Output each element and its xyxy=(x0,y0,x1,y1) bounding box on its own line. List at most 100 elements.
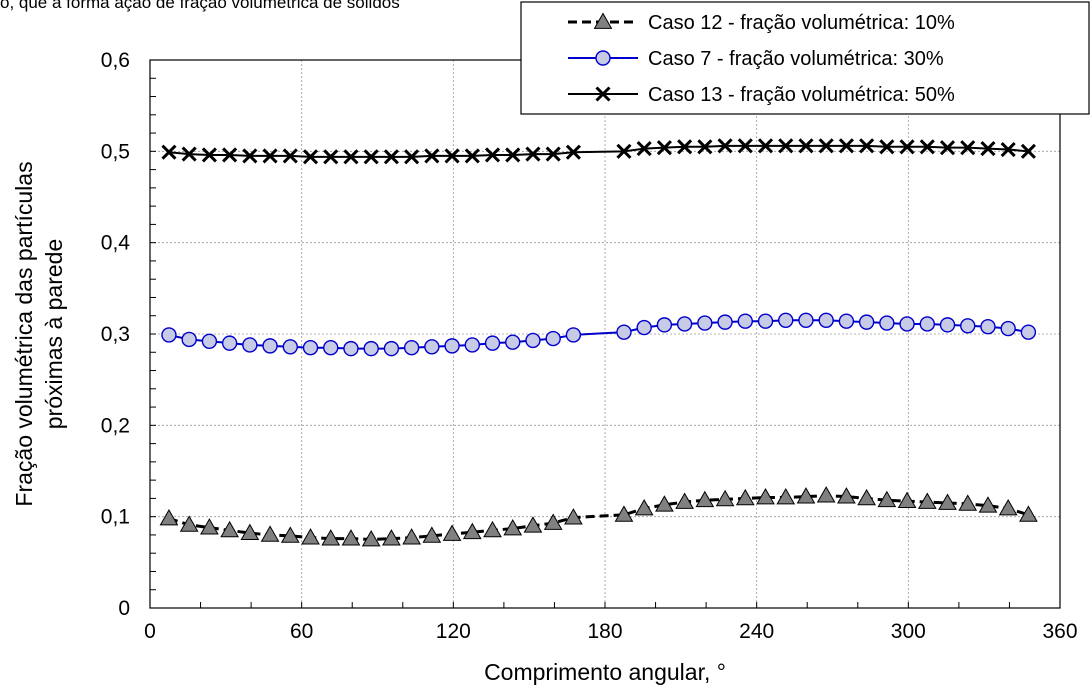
series-3-point xyxy=(242,148,258,164)
series-2-point xyxy=(262,338,278,354)
series-2-point xyxy=(656,317,673,333)
series-1-point xyxy=(938,493,957,510)
series-3-point xyxy=(464,148,480,164)
series-3-point xyxy=(1020,143,1036,159)
series-3-point xyxy=(636,141,652,157)
series-3 xyxy=(161,138,1036,165)
series-2 xyxy=(161,312,1037,357)
x-tick-label: 240 xyxy=(739,620,774,643)
series-3-point xyxy=(282,148,298,164)
series-layer xyxy=(159,138,1038,547)
y-tick-label: 0,3 xyxy=(101,323,130,346)
series-2-point xyxy=(484,335,501,351)
series-2-point xyxy=(242,337,258,353)
series-1-point xyxy=(695,490,715,508)
series-1-point xyxy=(462,522,482,540)
series-1-point xyxy=(503,519,523,536)
series-2-point xyxy=(757,313,774,329)
series-1 xyxy=(159,486,1038,547)
series-2-point xyxy=(919,316,935,332)
series-3-point xyxy=(879,139,895,155)
y-tick-label: 0,1 xyxy=(101,506,130,529)
series-3-point xyxy=(302,149,319,165)
series-3-point xyxy=(838,138,854,154)
series-3-point xyxy=(383,149,399,165)
x-axis-label: Comprimento angular, ° xyxy=(484,659,726,685)
series-2-point xyxy=(980,318,996,335)
series-3-line xyxy=(168,144,1029,158)
series-3-point xyxy=(818,138,834,154)
series-3-point xyxy=(484,147,501,163)
series-2-point xyxy=(343,340,359,357)
series-3-point xyxy=(859,138,875,154)
series-1-point xyxy=(998,498,1018,516)
series-2-point xyxy=(403,340,420,356)
series-3-point xyxy=(656,140,672,156)
series-3-point xyxy=(545,146,561,162)
series-3-point xyxy=(201,147,217,163)
series-3-point xyxy=(899,139,915,155)
series-1-point xyxy=(382,529,401,546)
series-1-point xyxy=(958,494,978,511)
series-2-point xyxy=(798,312,814,328)
series-2-point xyxy=(545,330,561,347)
series-2-point xyxy=(1000,320,1016,337)
series-1-point xyxy=(200,518,219,535)
series-1-point xyxy=(220,520,239,538)
legend-swatch-marker xyxy=(595,50,611,66)
series-1-point xyxy=(159,508,179,526)
y-tick-label: 0,4 xyxy=(101,232,131,255)
series-2-point xyxy=(879,315,895,331)
series-2-point xyxy=(525,332,541,349)
legend-swatch-marker xyxy=(593,12,613,29)
series-2-point xyxy=(201,333,218,350)
series-2-point xyxy=(323,340,339,356)
legend-item-2: Caso 7 - fração volumétrica: 30% xyxy=(568,48,944,70)
series-1-point xyxy=(260,525,280,542)
series-3-point xyxy=(444,148,460,164)
series-1-point xyxy=(614,505,634,522)
series-1-point xyxy=(179,515,199,532)
series-1-point xyxy=(756,487,775,505)
series-2-point xyxy=(838,313,855,329)
y-tick-label: 0,5 xyxy=(101,140,130,163)
x-tick-label: 300 xyxy=(891,620,926,643)
series-3-point xyxy=(980,141,996,157)
series-1-point xyxy=(917,492,937,509)
y-axis-label-line-1: Fração volumétrica das partículas xyxy=(11,161,37,506)
series-2-point xyxy=(1020,324,1037,340)
series-2-point xyxy=(161,327,177,343)
series-3-point xyxy=(757,138,774,154)
y-tick-label: 0,6 xyxy=(101,49,130,72)
x-tick-label: 60 xyxy=(290,620,313,643)
series-1-point xyxy=(564,508,583,525)
series-1-point xyxy=(321,529,341,546)
series-1-point xyxy=(361,529,381,547)
series-1-point xyxy=(543,513,563,530)
series-2-point xyxy=(181,331,197,348)
series-3-point xyxy=(181,146,197,162)
series-2-point xyxy=(616,324,632,340)
series-3-point xyxy=(565,144,581,160)
legend-label: Caso 12 - fração volumétrica: 10% xyxy=(648,12,955,34)
legend-label: Caso 13 - fração volumétrica: 50% xyxy=(648,84,955,106)
series-1-point xyxy=(776,487,796,505)
series-1-point xyxy=(837,487,856,504)
legend: Caso 12 - fração volumétrica: 10% Caso 7 … xyxy=(520,1,1090,115)
series-2-point xyxy=(737,313,753,329)
series-2-point xyxy=(424,339,440,355)
series-3-point xyxy=(363,149,379,165)
series-3-point xyxy=(505,147,521,163)
series-2-point xyxy=(939,317,956,333)
legend-swatch-marker xyxy=(595,86,611,102)
series-2-point xyxy=(302,340,319,356)
legend-label: Caso 7 - fração volumétrica: 30% xyxy=(648,48,944,70)
series-3-point xyxy=(919,139,935,155)
series-1-point xyxy=(422,526,442,543)
series-3-point xyxy=(778,138,794,154)
series-1-point xyxy=(240,523,260,540)
x-tick-label: 120 xyxy=(436,620,471,643)
series-2-point xyxy=(818,312,834,328)
series-2-point xyxy=(697,315,713,331)
